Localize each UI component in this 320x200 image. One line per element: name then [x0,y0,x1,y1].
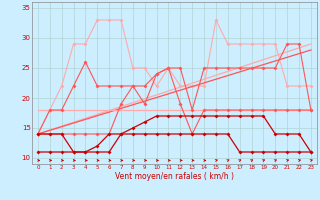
X-axis label: Vent moyen/en rafales ( km/h ): Vent moyen/en rafales ( km/h ) [115,172,234,181]
